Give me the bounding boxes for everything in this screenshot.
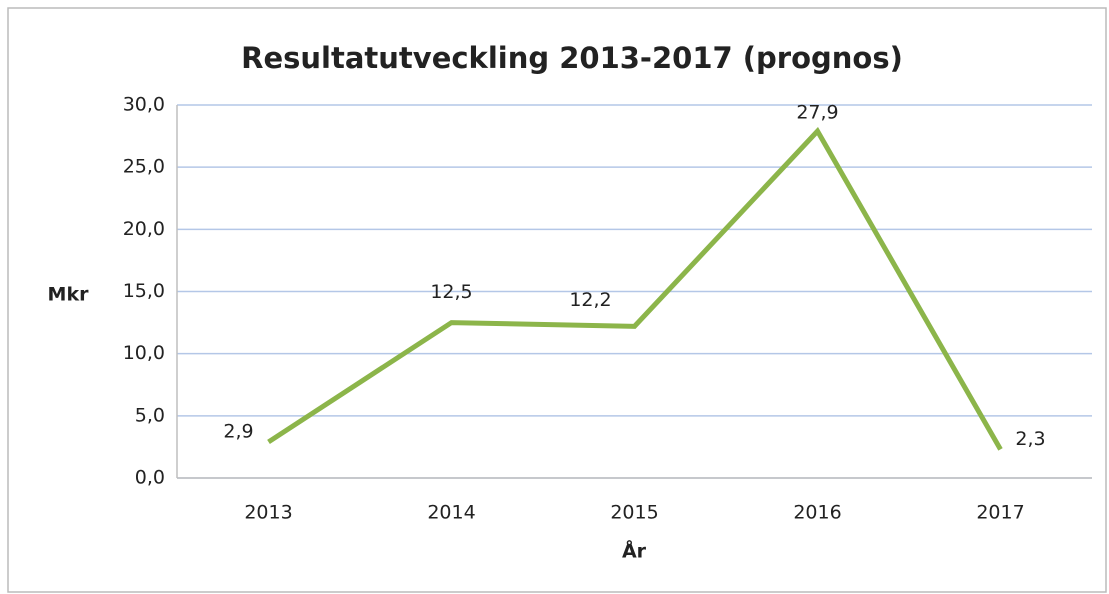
y-tick-label: 5,0	[135, 404, 165, 426]
data-label: 27,9	[796, 102, 838, 124]
data-label: 2,9	[223, 420, 253, 442]
y-tick-label: 20,0	[123, 218, 165, 240]
x-tick-label: 2014	[427, 502, 475, 524]
y-tick-label: 15,0	[123, 280, 165, 302]
y-tick-label: 10,0	[123, 342, 165, 364]
x-tick-label: 2013	[244, 502, 292, 524]
y-tick-label: 25,0	[123, 156, 165, 178]
x-tick-label: 2015	[610, 502, 658, 524]
data-label: 12,5	[430, 281, 472, 303]
y-tick-label: 30,0	[123, 94, 165, 116]
y-tick-label: 0,0	[135, 467, 165, 489]
x-tick-label: 2016	[793, 502, 841, 524]
data-line	[267, 126, 1003, 451]
chart-frame	[7, 7, 1107, 593]
data-label: 2,3	[1015, 428, 1045, 450]
chart-title: Resultatutveckling 2013-2017 (prognos)	[241, 41, 903, 75]
data-label: 12,2	[569, 289, 611, 311]
x-axis-title: År	[622, 539, 647, 563]
y-axis-title: Mkr	[48, 284, 90, 306]
x-tick-label: 2017	[976, 502, 1024, 524]
